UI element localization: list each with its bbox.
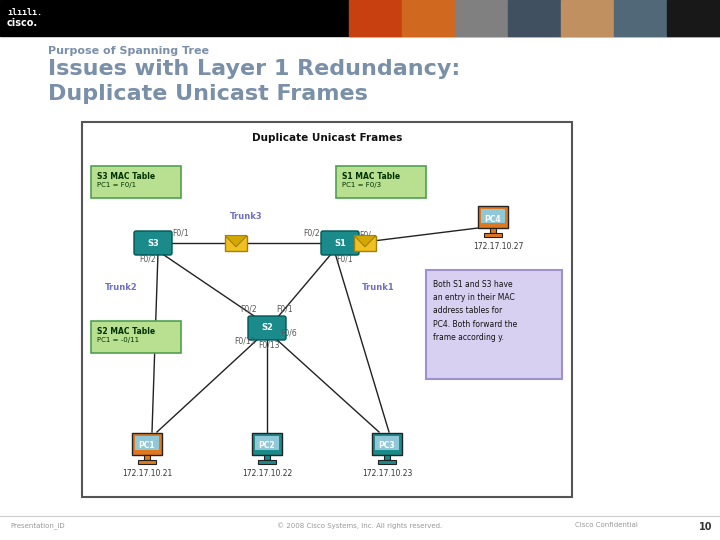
Bar	[614, 0, 667, 36]
FancyBboxPatch shape	[134, 231, 172, 255]
Bar	[258, 460, 276, 464]
FancyBboxPatch shape	[91, 321, 181, 353]
FancyBboxPatch shape	[252, 433, 282, 455]
Bar	[378, 460, 396, 464]
Text: F0/1: F0/1	[173, 228, 189, 237]
FancyBboxPatch shape	[248, 316, 286, 340]
Text: Issues with Layer 1 Redundancy:: Issues with Layer 1 Redundancy:	[48, 59, 460, 79]
Bar	[384, 455, 390, 460]
Text: Trunk3: Trunk3	[230, 212, 262, 221]
Text: Both S1 and S3 have
an entry in their MAC
address tables for
PC4. Both forward t: Both S1 and S3 have an entry in their MA…	[433, 280, 517, 342]
Bar	[490, 228, 496, 233]
Text: PC1 = F0/3: PC1 = F0/3	[342, 182, 381, 188]
Text: PC1: PC1	[139, 442, 156, 450]
Text: 172.17.10.21: 172.17.10.21	[122, 469, 172, 478]
Text: PC3: PC3	[379, 442, 395, 450]
Text: F0/6: F0/6	[281, 329, 297, 338]
Bar	[264, 455, 270, 460]
Bar	[455, 0, 508, 36]
Text: cisco.: cisco.	[7, 18, 38, 28]
FancyBboxPatch shape	[82, 122, 572, 497]
Text: Presentation_ID: Presentation_ID	[10, 522, 65, 529]
Bar	[225, 235, 247, 251]
Text: 172.17.10.27: 172.17.10.27	[473, 242, 523, 251]
Text: F0/2: F0/2	[240, 305, 257, 314]
Polygon shape	[225, 235, 247, 247]
Text: S2: S2	[261, 323, 273, 333]
Text: PC1 = -0/11: PC1 = -0/11	[97, 337, 139, 343]
FancyBboxPatch shape	[336, 166, 426, 198]
Text: F0/2: F0/2	[140, 254, 156, 263]
Bar	[484, 233, 502, 237]
Bar	[508, 0, 561, 36]
Bar	[481, 209, 505, 223]
Text: ılıılı.: ılıılı.	[7, 8, 42, 17]
Bar	[667, 0, 720, 36]
Text: F0/: F0/	[359, 230, 371, 239]
Text: S3 MAC Table: S3 MAC Table	[97, 172, 155, 181]
Text: PC4: PC4	[485, 214, 501, 224]
Text: F0/13: F0/13	[258, 341, 280, 350]
FancyBboxPatch shape	[132, 433, 162, 455]
Text: Duplicate Unicast Frames: Duplicate Unicast Frames	[252, 133, 402, 143]
Bar	[138, 460, 156, 464]
Bar	[375, 436, 399, 450]
Bar	[402, 0, 455, 36]
Text: S1 MAC Table: S1 MAC Table	[342, 172, 400, 181]
Text: Cisco Confidential: Cisco Confidential	[575, 522, 638, 528]
Text: Duplicate Unicast Frames: Duplicate Unicast Frames	[48, 84, 368, 104]
Text: © 2008 Cisco Systems, Inc. All rights reserved.: © 2008 Cisco Systems, Inc. All rights re…	[277, 522, 443, 529]
FancyBboxPatch shape	[91, 166, 181, 198]
Text: 172.17.10.22: 172.17.10.22	[242, 469, 292, 478]
Bar	[144, 455, 150, 460]
Bar	[354, 235, 376, 251]
Text: S3: S3	[147, 239, 159, 247]
FancyBboxPatch shape	[478, 206, 508, 228]
Text: 172.17.10.23: 172.17.10.23	[362, 469, 412, 478]
Polygon shape	[354, 235, 376, 247]
Text: Purpose of Spanning Tree: Purpose of Spanning Tree	[48, 46, 209, 56]
Bar	[0, 0, 720, 36]
Bar	[255, 436, 279, 450]
Text: S1: S1	[334, 239, 346, 247]
Bar	[349, 0, 402, 36]
Text: S2 MAC Table: S2 MAC Table	[97, 327, 155, 336]
FancyBboxPatch shape	[426, 270, 562, 379]
Text: F0/11: F0/11	[234, 337, 256, 346]
FancyBboxPatch shape	[372, 433, 402, 455]
Bar	[561, 0, 614, 36]
Bar	[135, 436, 159, 450]
Text: PC2: PC2	[258, 442, 275, 450]
Text: F0/1: F0/1	[337, 254, 354, 263]
Text: F0/2: F0/2	[304, 228, 320, 237]
Text: 10: 10	[698, 522, 712, 532]
Text: F0/1: F0/1	[276, 305, 293, 314]
Text: Trunk1: Trunk1	[361, 283, 395, 292]
Text: PC1 = F0/1: PC1 = F0/1	[97, 182, 136, 188]
FancyBboxPatch shape	[321, 231, 359, 255]
Text: Trunk2: Trunk2	[104, 283, 138, 292]
